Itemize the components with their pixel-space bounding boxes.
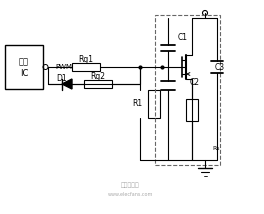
Text: Rs: Rs xyxy=(212,146,219,150)
Text: www.elecfans.com: www.elecfans.com xyxy=(107,193,153,198)
Bar xyxy=(155,15,220,165)
Bar xyxy=(186,99,198,121)
Polygon shape xyxy=(62,79,72,89)
Text: D1: D1 xyxy=(57,73,67,83)
Text: C2: C2 xyxy=(190,77,200,86)
Text: 电子发烧友: 电子发烧友 xyxy=(121,182,139,188)
Text: 电源: 电源 xyxy=(19,58,29,67)
Bar xyxy=(84,80,112,88)
Bar xyxy=(72,63,100,71)
Text: C1: C1 xyxy=(178,33,188,42)
Text: R1: R1 xyxy=(132,98,142,107)
Bar xyxy=(148,90,160,118)
Text: IC: IC xyxy=(20,68,28,77)
Text: C3: C3 xyxy=(215,62,225,71)
Text: Rg2: Rg2 xyxy=(91,71,106,80)
Text: Rg1: Rg1 xyxy=(78,55,93,64)
Text: PWM: PWM xyxy=(55,64,72,70)
Bar xyxy=(5,45,43,89)
